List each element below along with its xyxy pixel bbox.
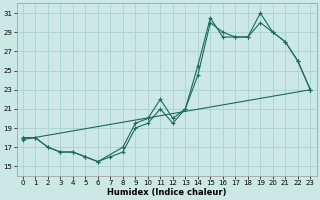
X-axis label: Humidex (Indice chaleur): Humidex (Indice chaleur) [107,188,226,197]
